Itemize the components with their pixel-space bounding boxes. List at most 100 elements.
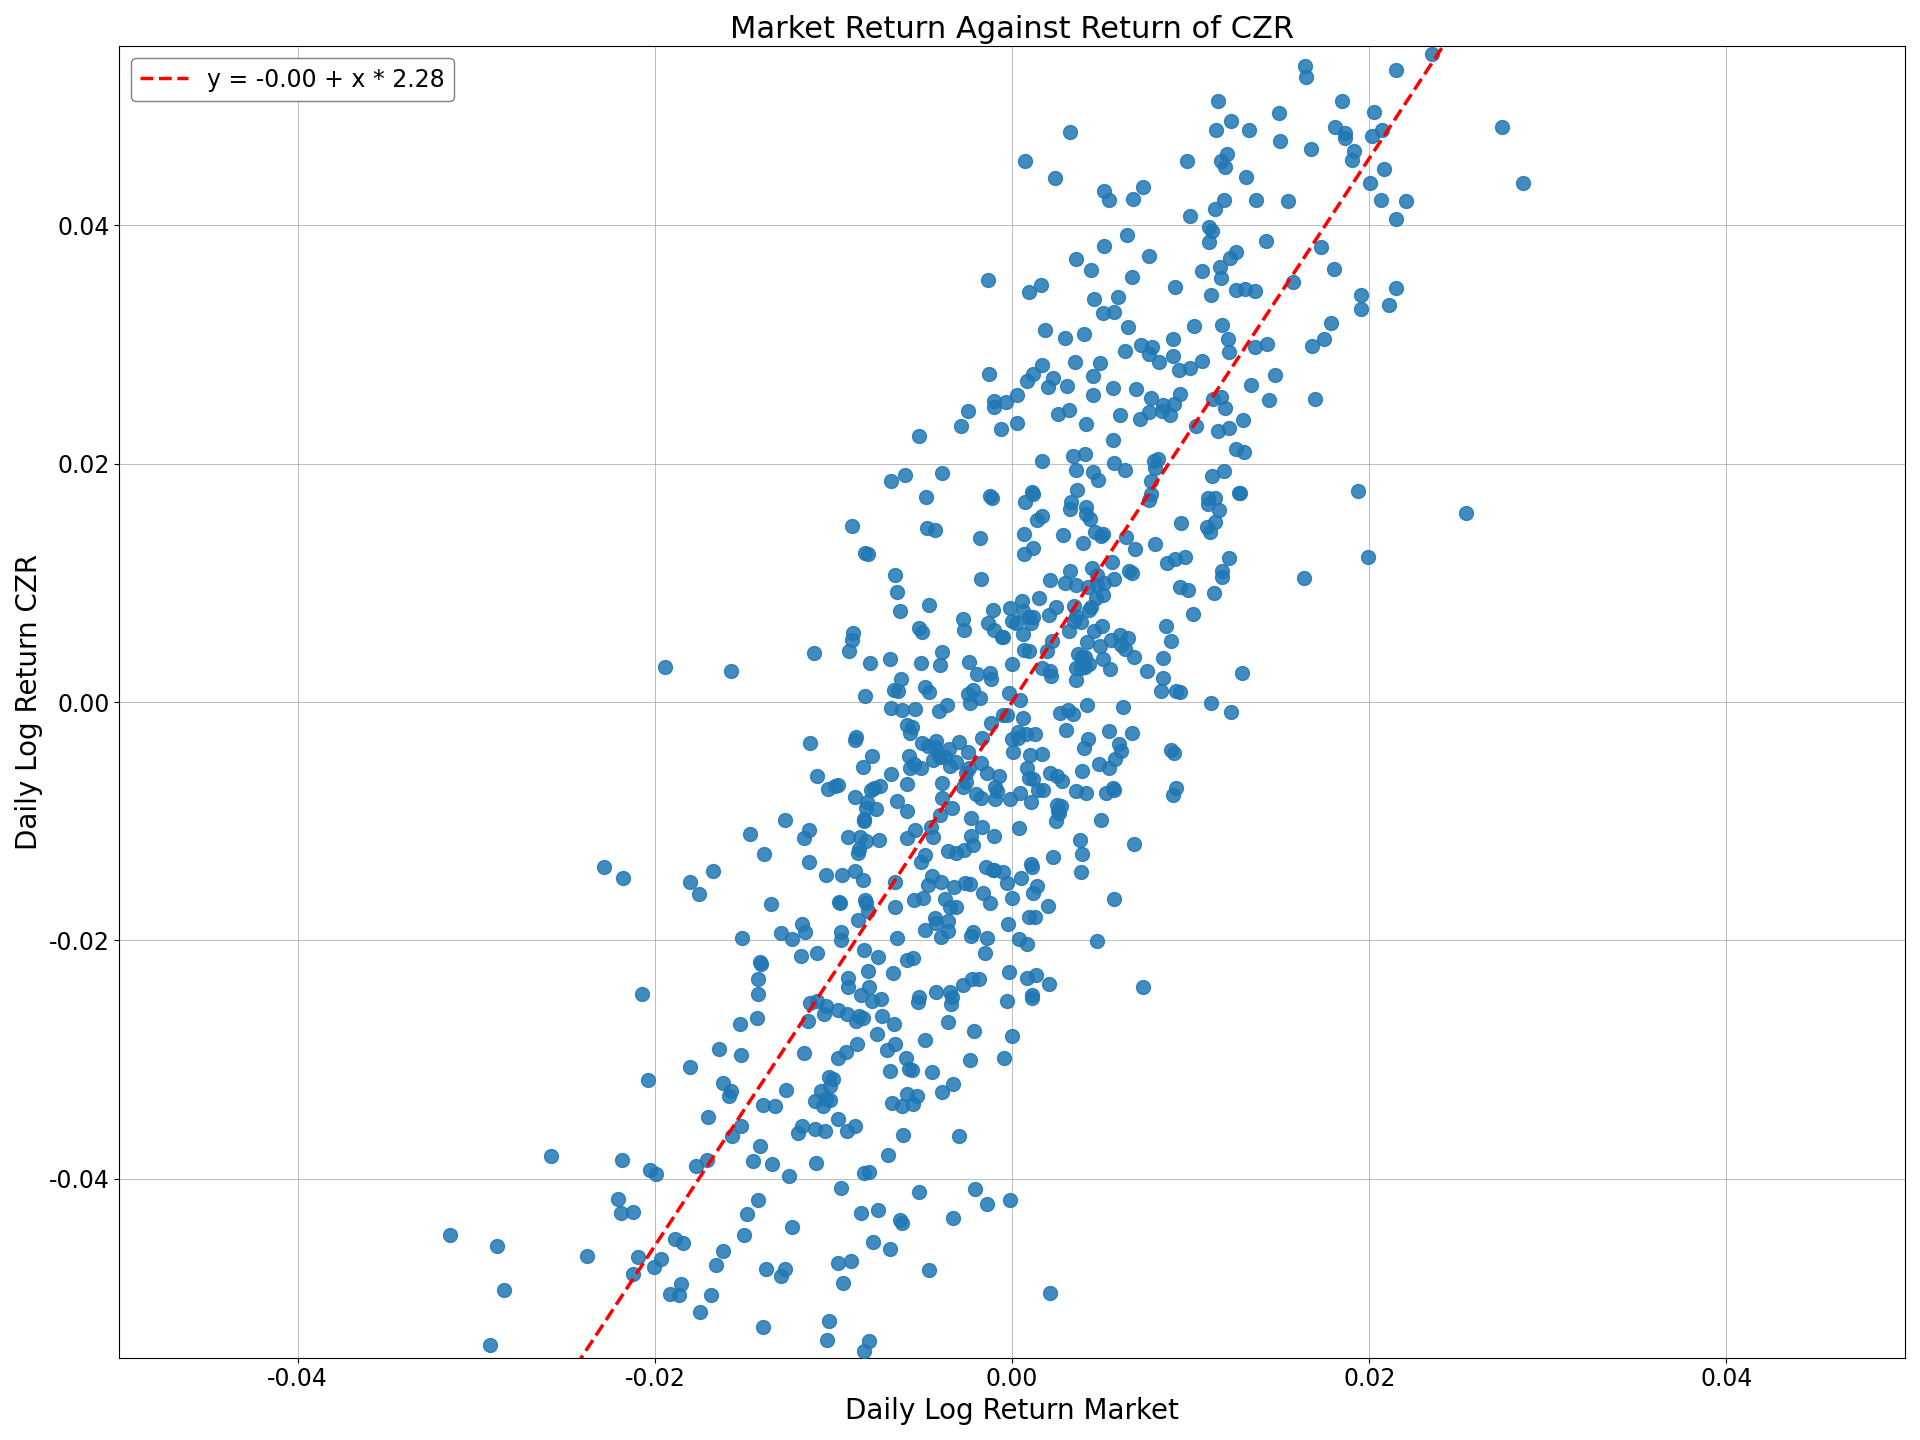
Point [1002, 383, 1033, 406]
Point [1104, 733, 1135, 756]
Point [972, 612, 1002, 635]
Point [814, 1066, 845, 1089]
Point [482, 1236, 513, 1259]
Point [996, 887, 1027, 910]
Point [536, 1143, 566, 1166]
Point [991, 703, 1021, 726]
Point [697, 860, 728, 883]
Point [1148, 667, 1179, 690]
Point [1014, 743, 1044, 766]
Point [1085, 524, 1116, 547]
Point [641, 1164, 672, 1187]
Point [1206, 386, 1236, 409]
Point [931, 694, 962, 717]
Point [1077, 557, 1108, 580]
Point [872, 1038, 902, 1061]
Point [1450, 501, 1480, 524]
Point [707, 1071, 737, 1094]
Point [1160, 276, 1190, 300]
Point [831, 1120, 862, 1143]
Point [732, 1202, 762, 1225]
Point [808, 1002, 839, 1025]
Point [1133, 400, 1164, 423]
Point [1052, 698, 1083, 721]
Point [995, 1188, 1025, 1211]
Point [996, 1024, 1027, 1047]
X-axis label: Daily Log Return Market: Daily Log Return Market [845, 1397, 1179, 1426]
Point [1144, 680, 1175, 703]
Point [862, 945, 893, 968]
Point [1119, 832, 1150, 855]
Point [1046, 769, 1077, 792]
Point [975, 667, 1006, 690]
Point [1002, 727, 1033, 750]
Point [1110, 638, 1140, 661]
Point [876, 1092, 906, 1115]
Point [1213, 246, 1244, 269]
Point [1162, 680, 1192, 703]
Point [1037, 845, 1068, 868]
Point [1014, 906, 1044, 929]
Point [877, 962, 908, 985]
Point [1300, 387, 1331, 410]
Point [925, 804, 956, 827]
Point [1277, 271, 1308, 294]
Point [1058, 609, 1089, 632]
Point [1016, 984, 1046, 1007]
Point [849, 1339, 879, 1362]
Point [818, 1067, 849, 1090]
Point [1096, 428, 1127, 451]
Point [1139, 456, 1169, 480]
Point [952, 683, 983, 706]
Point [1208, 559, 1238, 582]
Point [854, 1329, 885, 1352]
Point [1327, 89, 1357, 112]
Point [876, 762, 906, 785]
Point [831, 1040, 862, 1063]
Point [968, 726, 998, 749]
Point [1215, 109, 1246, 132]
Point [1140, 533, 1171, 556]
Point [1010, 150, 1041, 173]
Point [995, 598, 1025, 621]
Point [605, 1202, 636, 1225]
Point [1252, 229, 1283, 252]
Point [925, 870, 956, 893]
Point [1089, 235, 1119, 258]
Point [1367, 118, 1398, 141]
Point [1104, 403, 1135, 426]
Point [1089, 523, 1119, 546]
Point [937, 796, 968, 819]
Point [987, 625, 1018, 648]
Point [1165, 383, 1196, 406]
Point [1117, 645, 1148, 668]
Point [849, 684, 879, 707]
Point [1127, 976, 1158, 999]
Point [937, 985, 968, 1008]
Point [972, 762, 1002, 785]
Point [833, 639, 864, 662]
Point [910, 675, 941, 698]
Point [785, 945, 816, 968]
Point [793, 1009, 824, 1032]
Point [910, 919, 941, 942]
Point [866, 1005, 897, 1028]
Point [572, 1244, 603, 1267]
Point [1062, 668, 1092, 691]
Point [1089, 572, 1119, 595]
Point [1018, 605, 1048, 628]
Point [906, 652, 937, 675]
Point [1068, 531, 1098, 554]
Point [914, 681, 945, 704]
Point [789, 1041, 820, 1064]
Point [1079, 619, 1110, 642]
Point [1075, 596, 1106, 619]
Point [1004, 782, 1035, 805]
Point [1043, 765, 1073, 788]
Point [1240, 279, 1271, 302]
Point [1164, 359, 1194, 382]
Point [854, 652, 885, 675]
Point [858, 776, 889, 799]
Point [1227, 662, 1258, 685]
Point [1004, 927, 1035, 950]
